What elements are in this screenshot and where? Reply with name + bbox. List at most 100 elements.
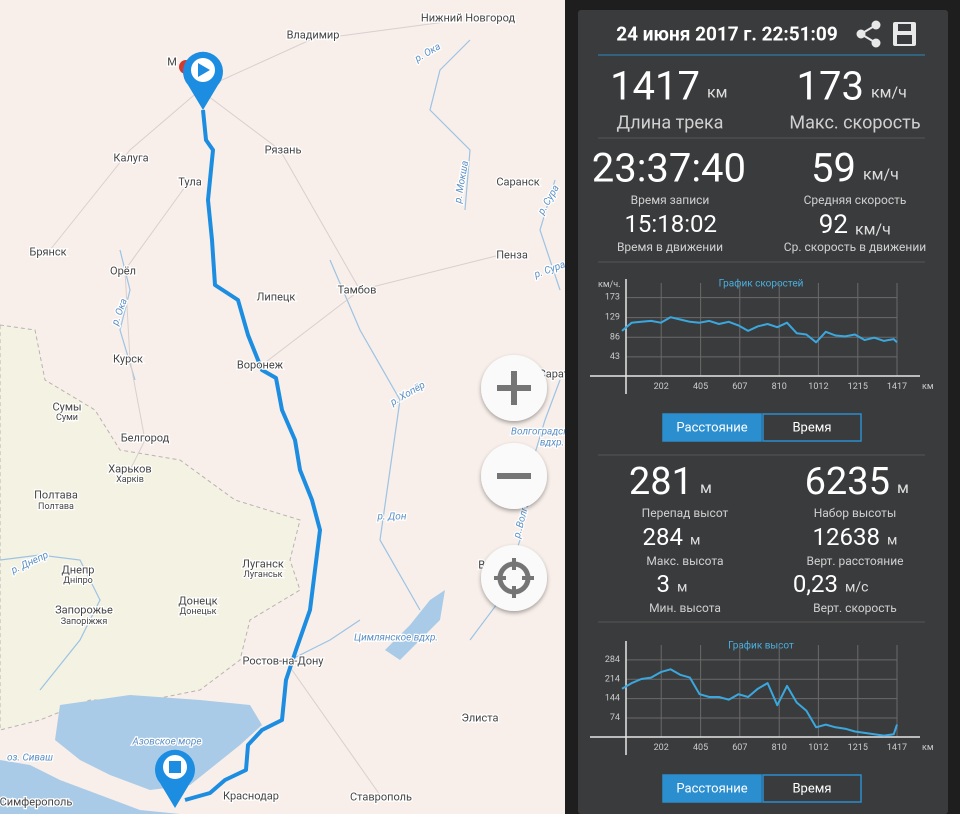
- x-tick-label: 1215: [848, 743, 868, 753]
- chart: График скоростей км/ч. 43 86 129 173 202 405 607…: [590, 278, 934, 394]
- map-label: Ростов-на-Дону: [242, 655, 324, 668]
- map-label: Пенза: [496, 249, 528, 262]
- map-label: Воронеж: [237, 359, 284, 372]
- tab[interactable]: Расстояние: [662, 413, 762, 442]
- stat-unit: м: [677, 580, 687, 596]
- stat-value: 281: [629, 460, 693, 504]
- map-label: Орёл: [110, 265, 136, 278]
- map-label: Запорожье: [55, 604, 113, 617]
- start-marker[interactable]: [179, 51, 223, 110]
- map-label: Азовское море: [132, 737, 202, 748]
- map-label: Курск: [113, 353, 143, 366]
- stat-label: Длина трека: [617, 113, 724, 134]
- map-label: Луганск: [242, 558, 284, 571]
- tab-box: [662, 413, 762, 442]
- chart-title: График высот: [728, 640, 794, 652]
- data-line: [621, 316, 898, 344]
- map-label: Суми: [56, 413, 78, 423]
- map-label: Донецьк: [180, 607, 217, 617]
- x-tick-label: 1417: [887, 382, 907, 392]
- x-tick-label: 810: [772, 743, 787, 753]
- tab-label: Время: [792, 421, 831, 436]
- x-axis-label: км: [922, 382, 934, 392]
- stat-value: 92: [819, 210, 848, 240]
- x-tick-label: 405: [693, 382, 708, 392]
- track-route: [184, 109, 322, 802]
- map-label: Брянск: [29, 246, 66, 259]
- stat-value: 12638: [813, 523, 880, 551]
- y-tick-label: 86: [610, 332, 620, 342]
- map-label: Донецк: [178, 595, 217, 608]
- locate-button[interactable]: [481, 545, 547, 611]
- share-button[interactable]: [856, 20, 881, 48]
- black-sea: [0, 760, 180, 814]
- stat-value: 1417: [610, 63, 700, 110]
- stat-value: 15:18:02: [624, 210, 717, 238]
- stat-label: Время в движении: [617, 240, 723, 254]
- stat-label: Перепад высот: [642, 506, 729, 520]
- tab-box: [762, 413, 862, 442]
- finish-marker[interactable]: [154, 749, 196, 808]
- map-label: Днепр: [62, 564, 95, 577]
- stat-label: Средняя скорость: [804, 193, 907, 207]
- map-label: Волгоградское: [511, 427, 579, 438]
- y-tick-label: 173: [605, 293, 620, 303]
- tab[interactable]: Время: [762, 774, 862, 803]
- stat-value: 59: [811, 145, 856, 192]
- chart-title: График скоростей: [719, 278, 804, 290]
- stat-unit: м: [887, 533, 897, 549]
- tab[interactable]: Расстояние: [662, 774, 762, 803]
- x-tick-label: 810: [772, 382, 787, 392]
- roads: [49, 19, 501, 796]
- tab-label: Расстояние: [676, 782, 747, 797]
- stat-unit: км/ч: [855, 219, 891, 238]
- stat-value: 3: [657, 570, 671, 598]
- save-button[interactable]: [893, 22, 916, 46]
- zoom-out-button[interactable]: [481, 443, 547, 509]
- map-label: Сумы: [52, 401, 81, 414]
- stat-value: 173: [797, 63, 864, 110]
- tab-label: Расстояние: [676, 421, 747, 436]
- x-tick-label: 1012: [808, 743, 828, 753]
- stat-unit: км/ч: [863, 165, 899, 184]
- track-datetime: 24 июня 2017 г. 22:51:09: [616, 23, 837, 46]
- map-label: Полтава: [38, 502, 74, 512]
- dividers: [598, 54, 925, 623]
- stat-unit: м: [690, 533, 700, 549]
- tab[interactable]: Время: [762, 413, 862, 442]
- x-tick-label: 607: [732, 382, 747, 392]
- stat-label: Верт. расстояние: [806, 554, 903, 568]
- map-label: Симферополь: [0, 796, 72, 809]
- y-tick-label: 74: [610, 713, 620, 723]
- map-label: р. Дон: [377, 512, 407, 523]
- azov-sea: [55, 695, 262, 790]
- stat-unit: м: [700, 478, 712, 497]
- map-label: Харків: [116, 475, 144, 485]
- data-line: [621, 668, 898, 737]
- map-label: Липецк: [257, 291, 296, 304]
- y-tick-label: 43: [610, 352, 620, 362]
- map-label: Луганськ: [244, 570, 283, 580]
- map-label: вдхр.: [540, 438, 564, 449]
- tab-bar: Расстояние Время: [662, 774, 862, 803]
- stat-label: Макс. высота: [646, 554, 723, 568]
- x-tick-label: 405: [693, 743, 708, 753]
- stat-value: 0,23: [793, 570, 838, 598]
- map-label: Цимлянское вдхр.: [354, 633, 438, 644]
- map-label: Тамбов: [338, 284, 377, 297]
- stat-unit: м/с: [845, 580, 869, 596]
- stats-card: [578, 10, 948, 814]
- y-tick-label: 144: [605, 694, 620, 704]
- map-label: Владимир: [287, 29, 340, 42]
- map-label: Калуга: [113, 152, 148, 165]
- zoom-in-button[interactable]: [481, 355, 547, 421]
- stat-unit: км/ч: [871, 83, 907, 102]
- map-label: Рязань: [265, 144, 302, 157]
- x-tick-label: 1215: [848, 382, 868, 392]
- tab-box: [662, 774, 762, 803]
- map-label: Тула: [178, 176, 202, 189]
- stat-value: 23:37:40: [592, 145, 746, 192]
